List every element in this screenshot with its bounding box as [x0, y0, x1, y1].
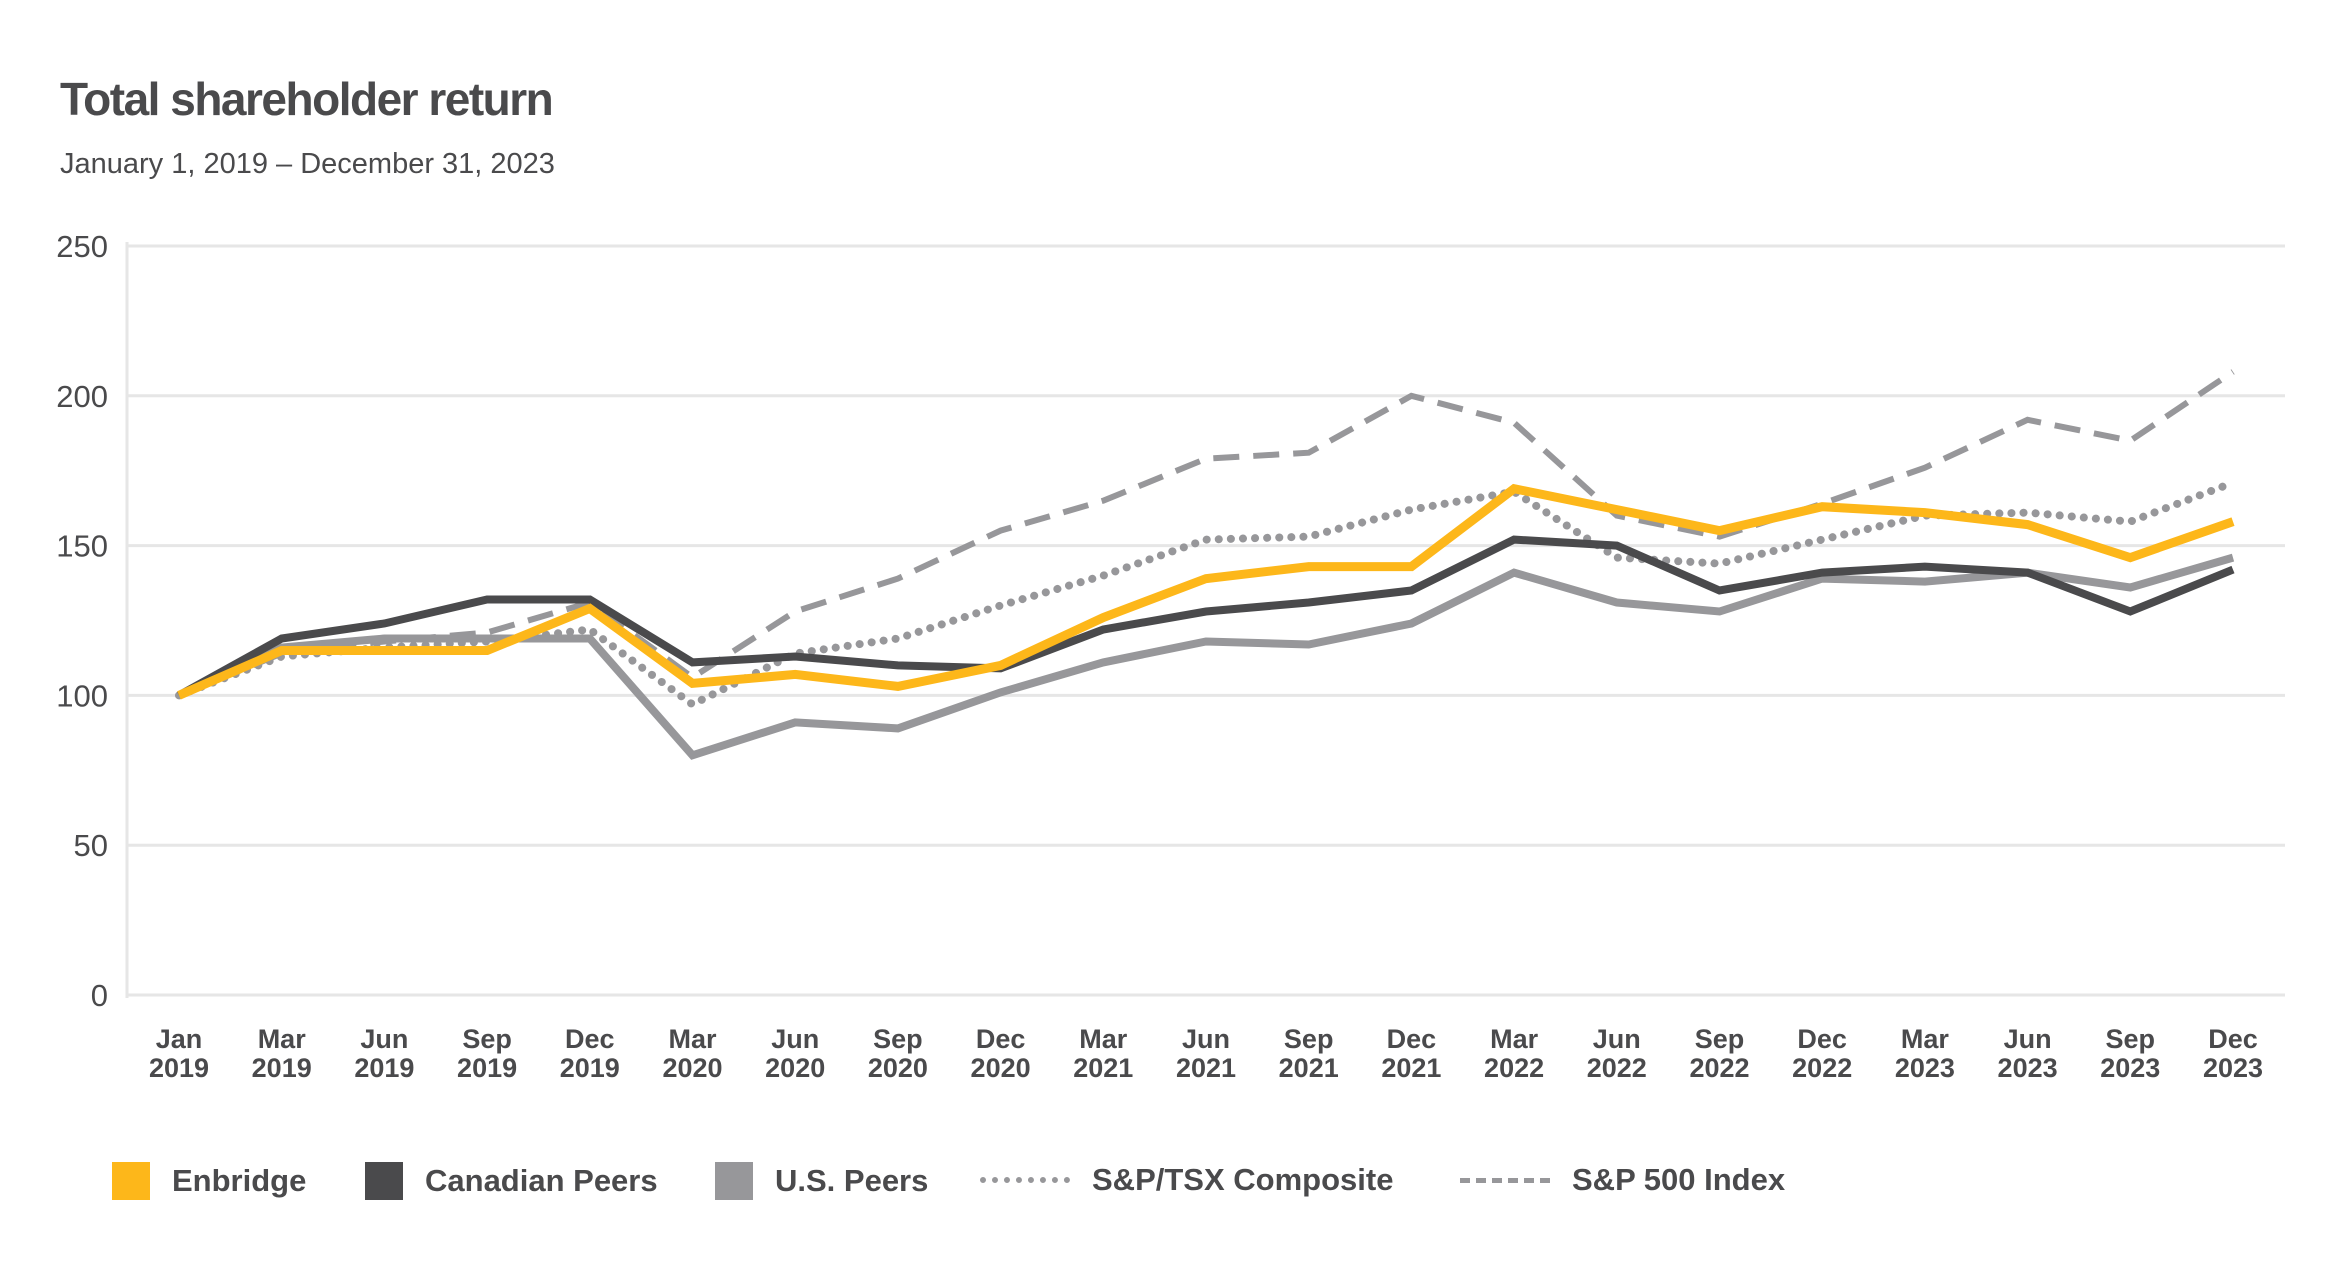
x-tick-month: Sep [1695, 1024, 1745, 1054]
legend-swatch [715, 1162, 753, 1200]
x-tick-month: Mar [1079, 1024, 1128, 1054]
x-tick-month: Jun [771, 1024, 819, 1054]
series-line-canadian-peers [177, 535, 2235, 699]
x-tick-label: Mar 2023 [1895, 1024, 1955, 1083]
legend: Enbridge Canadian Peers U.S. Peers S&P/TSX … [0, 1162, 2325, 1212]
legend-item: Enbridge [112, 1162, 306, 1200]
x-tick-month: Mar [258, 1024, 307, 1054]
x-tick-label: Mar 2020 [662, 1024, 722, 1083]
x-tick-year: 2022 [1689, 1053, 1749, 1083]
x-tick-month: Jun [360, 1024, 408, 1054]
x-tick-label: Sep 2019 [457, 1024, 517, 1083]
x-tick-year: 2020 [971, 1053, 1031, 1083]
legend-item: S&P/TSX Composite [980, 1162, 1393, 1198]
legend-item: Canadian Peers [365, 1162, 658, 1200]
chart-subtitle: January 1, 2019 – December 31, 2023 [60, 148, 555, 180]
x-tick-year: 2021 [1381, 1053, 1441, 1083]
series-line-s-p-500-index [177, 369, 2235, 699]
x-tick-month: Dec [2208, 1024, 2258, 1054]
legend-label: S&P/TSX Composite [1092, 1162, 1394, 1197]
x-tick-year: 2019 [560, 1053, 620, 1083]
x-tick-label: Dec 2023 [2203, 1024, 2263, 1083]
x-tick-month: Dec [565, 1024, 615, 1054]
x-tick-year: 2022 [1587, 1053, 1647, 1083]
x-tick-month: Sep [2106, 1024, 2156, 1054]
x-tick-label: Dec 2020 [971, 1024, 1031, 1083]
x-tick-month: Mar [1490, 1024, 1539, 1054]
x-tick-label: Sep 2020 [868, 1024, 928, 1083]
x-tick-month: Jun [1593, 1024, 1641, 1054]
x-tick-month: Mar [1901, 1024, 1950, 1054]
x-tick-label: Mar 2019 [252, 1024, 312, 1083]
x-tick-month: Sep [1284, 1024, 1334, 1054]
x-tick-month: Sep [462, 1024, 512, 1054]
x-tick-year: 2019 [457, 1053, 517, 1083]
x-tick-label: Sep 2022 [1689, 1024, 1749, 1083]
legend-swatch [365, 1162, 403, 1200]
x-tick-label: Jun 2019 [354, 1024, 414, 1083]
x-tick-month: Sep [873, 1024, 923, 1054]
legend-label: U.S. Peers [775, 1163, 929, 1198]
x-tick-label: Jun 2022 [1587, 1024, 1647, 1083]
x-tick-year: 2023 [2203, 1053, 2263, 1083]
legend-label: Enbridge [172, 1163, 307, 1198]
x-tick-year: 2020 [765, 1053, 825, 1083]
x-tick-month: Mar [668, 1024, 717, 1054]
x-tick-label: Mar 2022 [1484, 1024, 1544, 1083]
x-tick-year: 2019 [252, 1053, 312, 1083]
x-tick-year: 2020 [662, 1053, 722, 1083]
x-tick-year: 2020 [868, 1053, 928, 1083]
x-tick-label: Jun 2021 [1176, 1024, 1236, 1083]
chart-title: Total shareholder return [60, 73, 554, 125]
x-tick-month: Dec [1797, 1024, 1847, 1054]
legend-line-sample [980, 1177, 1070, 1183]
x-tick-label: Jun 2020 [765, 1024, 825, 1083]
x-tick-month: Dec [1387, 1024, 1437, 1054]
x-tick-year: 2019 [354, 1053, 414, 1083]
legend-label: Canadian Peers [425, 1163, 658, 1198]
y-tick-label: 250 [56, 229, 108, 264]
x-tick-year: 2023 [2100, 1053, 2160, 1083]
x-tick-year: 2021 [1279, 1053, 1339, 1083]
x-tick-label: Dec 2021 [1381, 1024, 1441, 1083]
legend-swatch [112, 1162, 150, 1200]
x-tick-label: Jun 2023 [1998, 1024, 2058, 1083]
legend-item: S&P 500 Index [1460, 1162, 1785, 1198]
x-tick-year: 2022 [1792, 1053, 1852, 1083]
legend-line-sample [1460, 1177, 1550, 1183]
x-tick-month: Jun [1182, 1024, 1230, 1054]
series-line-u-s-peers [177, 553, 2235, 760]
x-tick-year: 2023 [1895, 1053, 1955, 1083]
x-tick-month: Jan [156, 1024, 203, 1054]
x-tick-year: 2023 [1998, 1053, 2058, 1083]
legend-label: S&P 500 Index [1572, 1162, 1786, 1197]
x-tick-year: 2021 [1176, 1053, 1236, 1083]
x-tick-label: Jan 2019 [149, 1024, 209, 1083]
x-tick-label: Dec 2019 [560, 1024, 620, 1083]
x-tick-year: 2021 [1073, 1053, 1133, 1083]
y-tick-label: 100 [56, 678, 108, 713]
y-tick-label: 50 [74, 828, 108, 863]
y-tick-label: 0 [91, 978, 108, 1013]
y-tick-label: 200 [56, 379, 108, 414]
x-tick-label: Sep 2023 [2100, 1024, 2160, 1083]
x-tick-label: Mar 2021 [1073, 1024, 1133, 1083]
x-tick-year: 2022 [1484, 1053, 1544, 1083]
series-line-enbridge [177, 483, 2235, 700]
x-tick-label: Sep 2021 [1279, 1024, 1339, 1083]
x-tick-label: Dec 2022 [1792, 1024, 1852, 1083]
legend-item: U.S. Peers [715, 1162, 928, 1200]
y-tick-label: 150 [56, 529, 108, 564]
x-tick-month: Jun [2004, 1024, 2052, 1054]
x-tick-year: 2019 [149, 1053, 209, 1083]
x-tick-month: Dec [976, 1024, 1026, 1054]
